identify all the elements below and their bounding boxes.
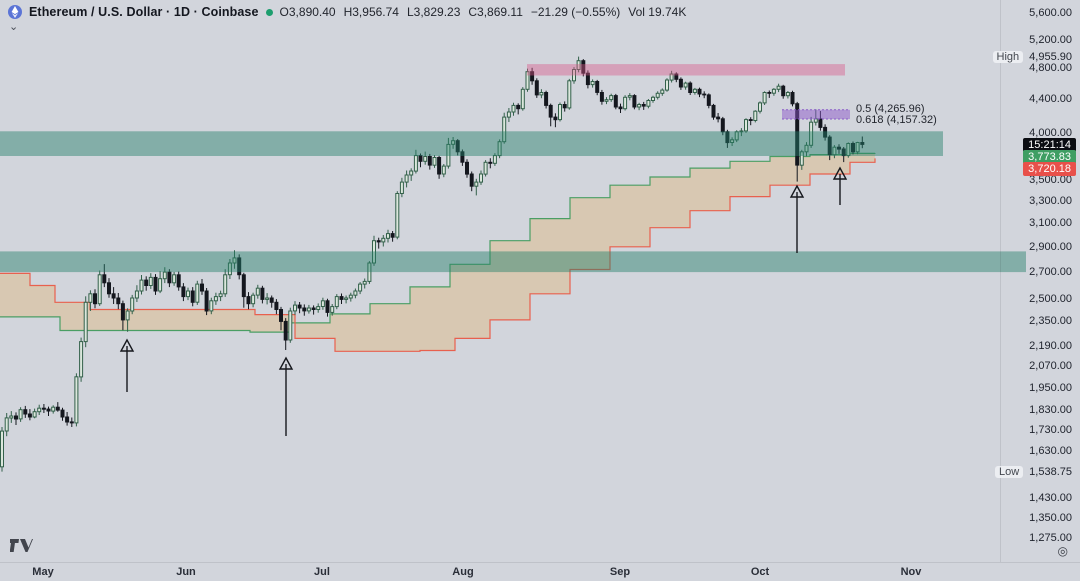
low-price-label: Low 1,538.75 (994, 465, 1072, 478)
ichimoku-cloud (0, 153, 875, 352)
price-tick: 3,100.00 (1029, 217, 1072, 230)
month-tick-may: May (32, 566, 54, 578)
price-tick: 2,700.00 (1029, 266, 1072, 279)
ethereum-logo-icon (8, 5, 22, 19)
tradingview-logo[interactable] (9, 539, 33, 557)
month-tick-nov: Nov (900, 566, 922, 578)
price-tick: 5,600.00 (1029, 7, 1072, 20)
cloud-top-price-label: 3,773.83 (1023, 149, 1076, 164)
price-tick: 1,730.00 (1029, 424, 1072, 436)
price-tick: 4,000.00 (1029, 126, 1072, 139)
price-tick: 1,630.00 (1029, 445, 1072, 458)
price-axis[interactable]: 5,600.00 5,200.00 4,800.00 4,400.00 4,000.00… (992, 0, 1080, 562)
price-tick: 3,300.00 (1029, 194, 1072, 207)
price-tick: 1,350.00 (1029, 512, 1072, 524)
low-value: L3,829.23 (406, 5, 461, 19)
zone-supply-pink[interactable] (527, 64, 845, 76)
time-axis[interactable]: May Jun Jul Aug Sep Oct Nov (0, 562, 1080, 581)
up-arrow-annotation[interactable] (832, 166, 848, 180)
zone-fib-purple[interactable] (782, 109, 850, 119)
fib-level-0_5-label[interactable]: 0.5 (4,265.96) (856, 102, 925, 115)
month-tick-aug: Aug (452, 566, 474, 578)
senkou-b-line (0, 158, 876, 352)
up-arrow-annotation[interactable] (119, 338, 135, 352)
price-tick: 2,350.00 (1029, 315, 1072, 328)
month-tick-jul: Jul (314, 566, 330, 578)
month-tick-jun: Jun (176, 566, 196, 578)
price-tick: 4,400.00 (1029, 92, 1072, 105)
open-value: O3,890.40 (279, 5, 336, 19)
price-tick: 4,800.00 (1029, 62, 1072, 74)
high-price-label: High 4,955.90 (992, 50, 1072, 63)
price-tick: 2,500.00 (1029, 293, 1072, 306)
month-tick-sep: Sep (609, 566, 631, 578)
volume-value: Vol 19.74K (628, 5, 687, 19)
zone-support-teal-lower[interactable] (0, 251, 1026, 273)
close-value: C3,869.11 (468, 5, 523, 19)
month-tick-oct: Oct (750, 566, 770, 578)
cloud-bottom-price-label: 3,720.18 (1023, 161, 1076, 176)
market-status-dot[interactable] (265, 8, 273, 16)
change-value: −21.29 (−0.55%) (530, 5, 621, 19)
up-arrow-annotation[interactable] (278, 356, 294, 370)
price-tick: 5,200.00 (1029, 33, 1072, 46)
price-tick: 1,430.00 (1029, 491, 1072, 504)
ohlc-values: O3,890.40 H3,956.74 L3,829.23 C3,869.11 … (280, 5, 687, 19)
price-tick: 1,950.00 (1029, 381, 1072, 394)
symbol-title[interactable]: Ethereum / U.S. Dollar · 1D · Coinbase (29, 5, 259, 19)
zone-support-teal-upper[interactable] (0, 131, 943, 156)
high-value: H3,956.74 (343, 5, 399, 19)
up-arrow-annotation[interactable] (789, 184, 805, 198)
chevron-down-icon[interactable]: ⌄ (9, 21, 19, 33)
chart-legend: Ethereum / U.S. Dollar · 1D · Coinbase O… (8, 5, 686, 19)
crosshair-target-icon[interactable]: ◎ (1057, 544, 1068, 558)
price-tick: 2,070.00 (1029, 360, 1072, 373)
price-tick: 2,190.00 (1029, 340, 1072, 353)
price-tick: 1,830.00 (1029, 404, 1072, 417)
price-tick: 3,500.00 (1029, 174, 1072, 186)
price-tick: 1,275.00 (1029, 532, 1072, 545)
price-tick: 2,900.00 (1029, 240, 1072, 253)
fib-level-0_618-label[interactable]: 0.618 (4,157.32) (856, 113, 937, 126)
bar-countdown-label: 15:21:14 (1023, 137, 1076, 152)
